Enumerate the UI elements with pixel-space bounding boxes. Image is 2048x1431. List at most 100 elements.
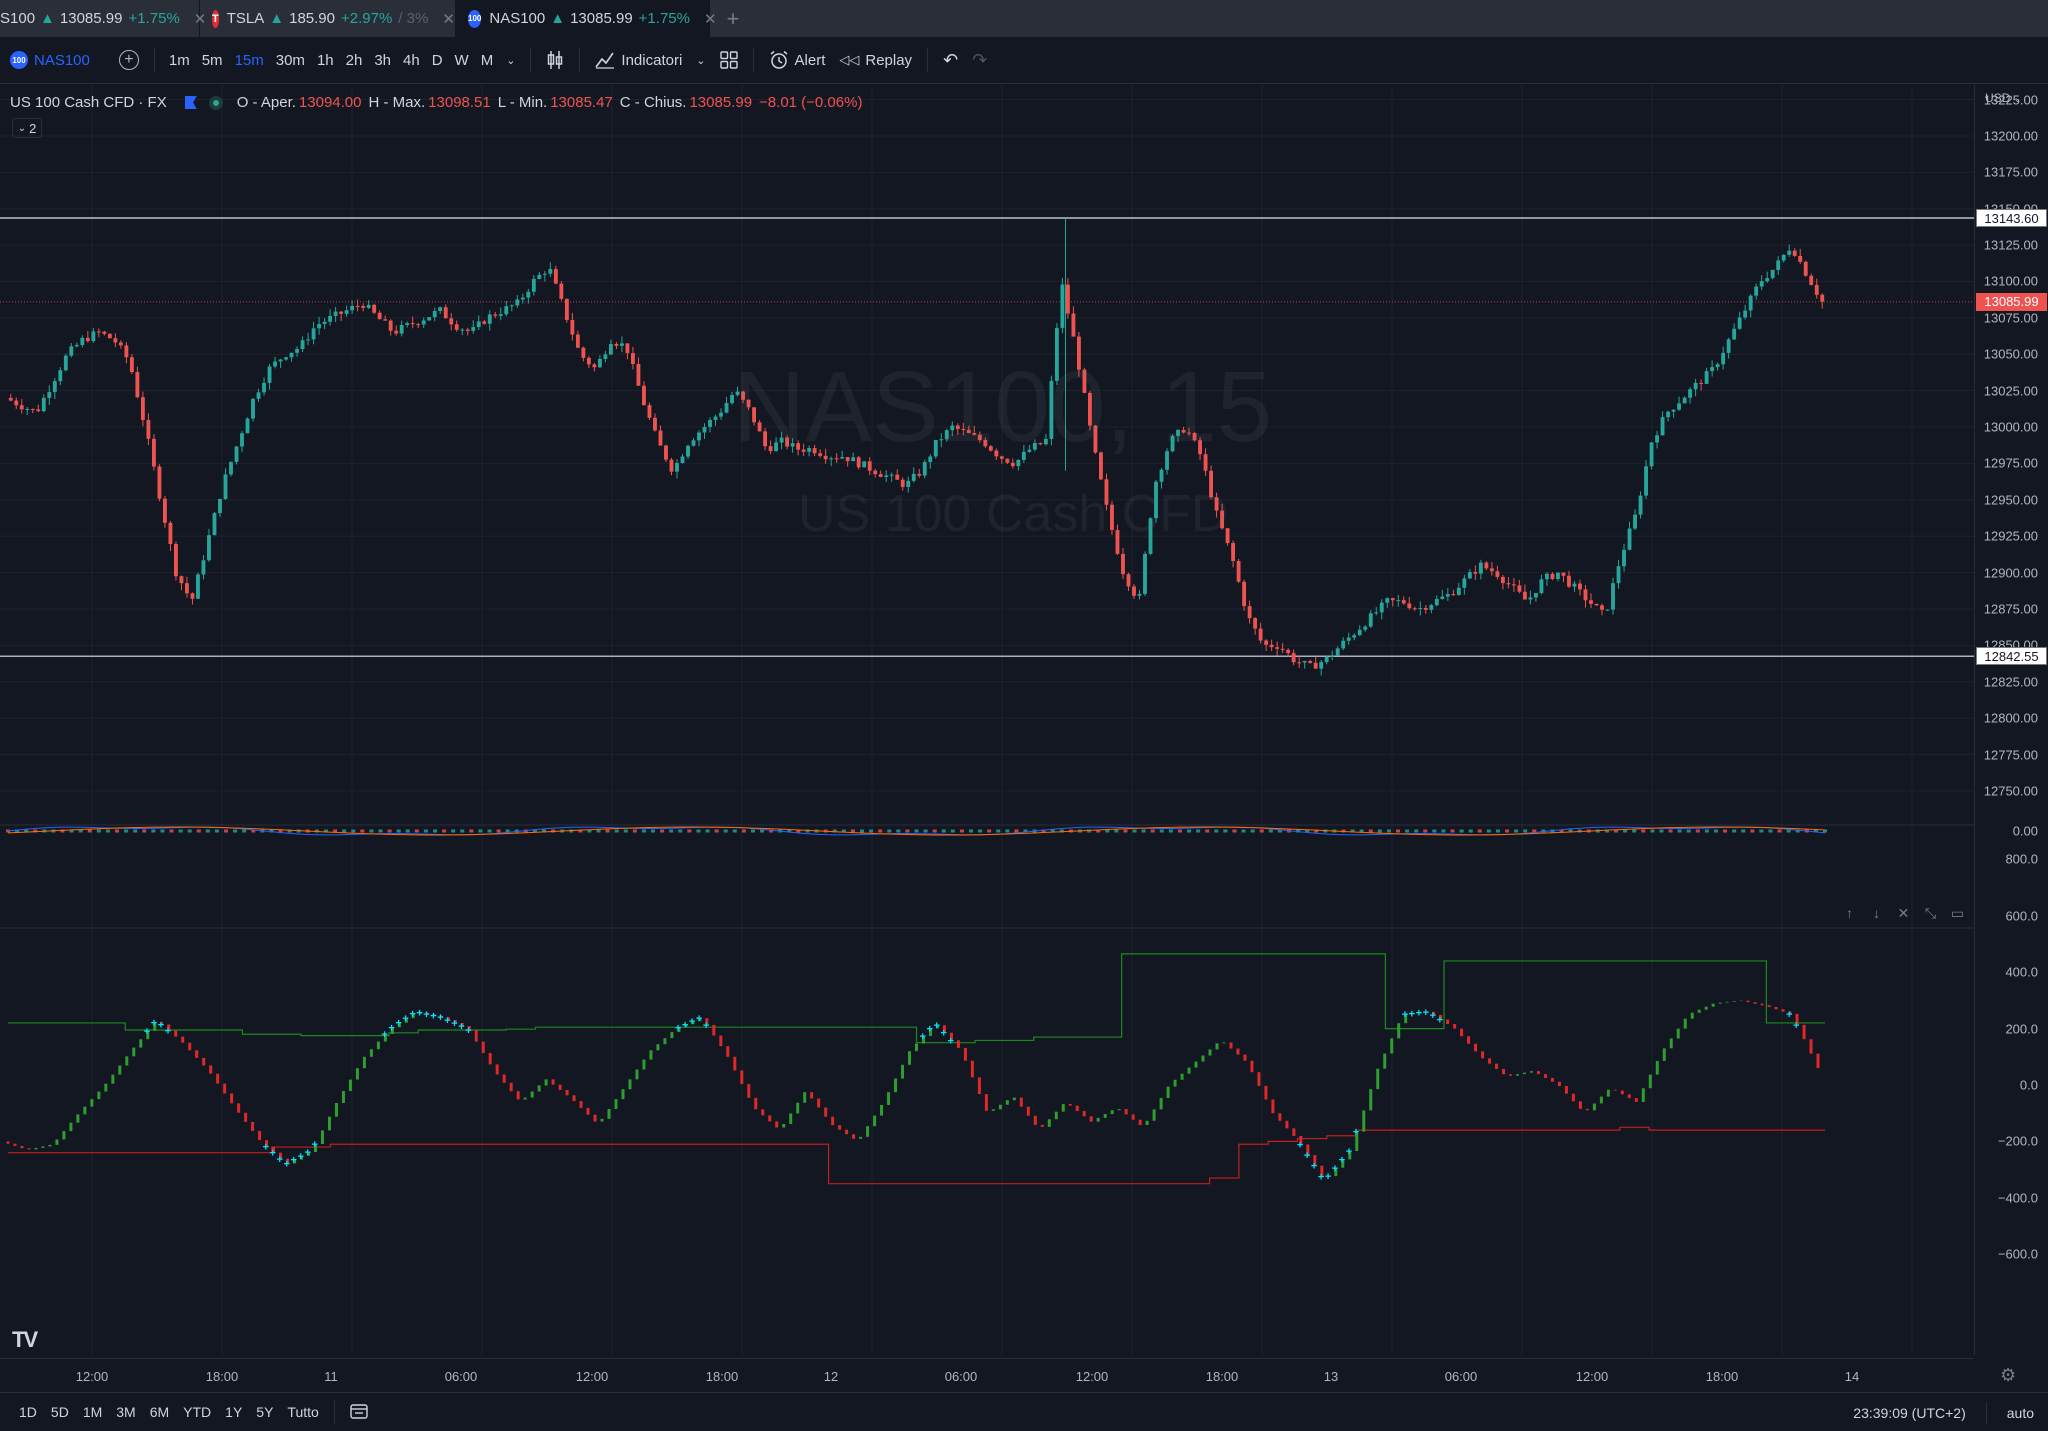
candle-body [174, 544, 178, 577]
candle-body [619, 343, 624, 346]
flag-icon[interactable] [184, 96, 197, 109]
price-scale[interactable]: USD ⌄ 13225.0013200.0013175.0013150.0013… [1974, 85, 2048, 1355]
undo-button[interactable]: ↶ [936, 45, 965, 75]
symbol-search-button[interactable]: 100 NAS100 [0, 51, 90, 69]
price-line-label[interactable]: 13143.60 [1976, 209, 2047, 228]
candle-body [273, 361, 277, 367]
close-icon[interactable]: ✕ [193, 10, 207, 28]
currency-label: USD [1985, 91, 2011, 105]
interval-30m[interactable]: 30m [275, 51, 305, 69]
range-5y[interactable]: 5Y [256, 1404, 274, 1420]
time-axis[interactable]: 12:00 18:00 11 06:00 12:00 18:00 12 06:00 12:00 1… [0, 1358, 1974, 1391]
close-icon[interactable]: ✕ [703, 10, 717, 28]
candle-body [917, 473, 922, 476]
range-1y[interactable]: 1Y [225, 1404, 243, 1420]
maximize-icon[interactable]: ▭ [1950, 905, 1965, 921]
macd-histogram-bar [787, 829, 792, 833]
macd-histogram-bar [542, 829, 547, 833]
chart-settings-gear-icon[interactable]: ⚙ [2000, 1365, 2017, 1385]
indicator-tick: 400.0 [2005, 964, 2038, 980]
redo-button[interactable]: ↷ [965, 45, 994, 75]
price-tick: 13000.00 [1983, 419, 2038, 435]
macd-histogram-bar [169, 829, 174, 833]
range-3m[interactable]: 3M [116, 1404, 136, 1420]
candle-body [944, 430, 949, 440]
macd-histogram-bar [1795, 829, 1800, 833]
range-ytd[interactable]: YTD [183, 1404, 212, 1420]
macd-histogram-bar [623, 829, 628, 833]
macd-histogram-bar [1396, 829, 1401, 833]
replay-button[interactable]: ◁◁ Replay [832, 45, 919, 75]
candle-body [1616, 566, 1621, 584]
candle-body [900, 479, 905, 487]
range-1m[interactable]: 1M [82, 1404, 103, 1420]
price-line-label[interactable]: 12842.55 [1976, 647, 2047, 666]
interval-5m[interactable]: 5m [201, 51, 223, 69]
tab-tsla[interactable]: T TSLA ▲ 185.90 +2.97% / 3% ✕ [200, 0, 456, 37]
tab-nas100[interactable]: 100 NAS100 ▲ 13085.99 +1.75% ✕ [456, 0, 717, 37]
range-tutto[interactable]: Tutto [287, 1404, 319, 1420]
extreme-marker: + [277, 1154, 283, 1166]
time-tick: 12:00 [575, 1369, 609, 1384]
layout-button[interactable] [713, 45, 745, 75]
move-up-icon[interactable]: ↑ [1846, 905, 1853, 921]
range-6m[interactable]: 6M [149, 1404, 170, 1420]
market-status-icon[interactable] [208, 95, 223, 110]
chart-pane[interactable]: + + + + + + + + + + + + + + + + + + + + + + + + + + + + + + + + + + + + + + + +… [0, 85, 1974, 1355]
tab-extra: / 3% [398, 10, 429, 27]
candle-body [526, 291, 531, 298]
macd-histogram-bar [660, 829, 665, 833]
new-tab-button[interactable]: + [710, 0, 756, 37]
close-icon[interactable]: ✕ [442, 10, 455, 28]
move-down-icon[interactable]: ↓ [1873, 905, 1880, 921]
interval-dropdown-button[interactable]: ⌄ [499, 45, 522, 75]
candle-body [1357, 629, 1362, 636]
candle-body [135, 372, 140, 398]
macd-histogram-bar [905, 829, 910, 833]
interval-4h[interactable]: 4h [403, 51, 420, 69]
price-line-label[interactable]: 13085.99 [1976, 292, 2047, 311]
interval-2h[interactable]: 2h [345, 51, 363, 69]
indicator-templates-button[interactable]: ⌄ [689, 45, 712, 75]
chart-canvas[interactable]: ++ +++++ + + + ++++ + + + + + + + + + + + + + + ++++ +++++++ +… [0, 85, 1974, 1355]
extreme-marker: + [1416, 1008, 1422, 1020]
calendar-icon [350, 1403, 368, 1419]
candle-body [1462, 578, 1467, 588]
collapse-icon[interactable]: ⤡ [1924, 905, 1937, 921]
candle-body [1225, 528, 1230, 544]
clock[interactable]: 23:39:09 (UTC+2) [1853, 1404, 1966, 1421]
candle-body [680, 456, 685, 463]
compare-symbol-button[interactable]: + [112, 45, 146, 75]
candle-body [1214, 497, 1219, 511]
goto-date-button[interactable] [343, 1403, 375, 1422]
interval-w[interactable]: W [454, 51, 469, 69]
interval-3h[interactable]: 3h [374, 51, 391, 69]
tradingview-logo[interactable]: TV [12, 1327, 38, 1352]
legend-collapse-button[interactable]: ⌄ 2 [12, 118, 42, 138]
price-tick: 13225.00 [1983, 92, 2038, 108]
candle-body [1776, 260, 1781, 270]
candle-body [1732, 328, 1737, 340]
range-1d[interactable]: 1D [19, 1404, 37, 1420]
range-5d[interactable]: 5D [50, 1404, 69, 1420]
alert-button[interactable]: Alert [762, 45, 833, 75]
interval-1h[interactable]: 1h [316, 51, 334, 69]
candle-body [185, 583, 189, 594]
currency-selector[interactable]: USD ⌄ [1985, 91, 2021, 105]
macd-histogram-bar [1159, 829, 1164, 833]
interval-15m[interactable]: 15m [234, 51, 264, 69]
legend-title[interactable]: US 100 Cash CFD · FX [10, 94, 167, 111]
macd-histogram-bar [1450, 829, 1455, 833]
macd-histogram-bar [24, 829, 29, 833]
tab-s100[interactable]: S100 ▲ 13085.99 +1.75% ✕ [0, 0, 206, 37]
interval-1m[interactable]: 1m [168, 51, 190, 69]
interval-d[interactable]: D [431, 51, 443, 69]
close-icon[interactable]: ✕ [1897, 905, 1910, 921]
interval-m[interactable]: M [480, 51, 494, 69]
indicators-button[interactable]: Indicatori [588, 45, 689, 75]
candle-body [377, 312, 382, 320]
candle-body [642, 385, 646, 406]
scale-mode-auto[interactable]: auto [2006, 1404, 2034, 1421]
chart-type-button[interactable] [539, 45, 571, 75]
candle-body [74, 344, 79, 347]
